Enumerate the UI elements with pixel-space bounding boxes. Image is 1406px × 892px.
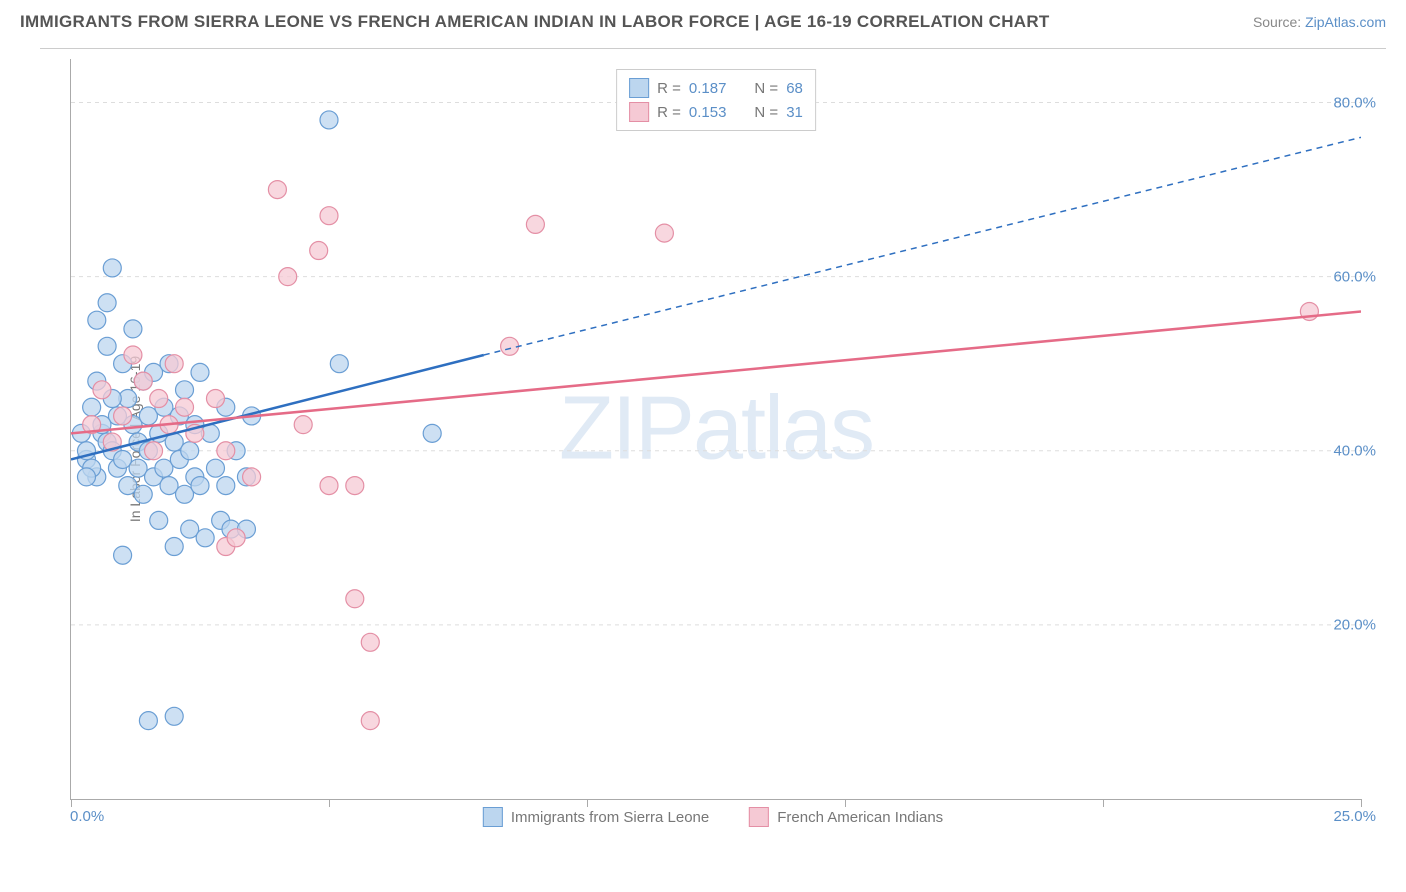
- legend-item-1: Immigrants from Sierra Leone: [483, 807, 709, 827]
- x-tick-label: 0.0%: [70, 808, 104, 825]
- x-tick: [71, 799, 72, 807]
- r-value-2: 0.153: [689, 104, 727, 121]
- legend-swatch-blue: [629, 78, 649, 98]
- x-tick: [1103, 799, 1104, 807]
- source-attribution: Source: ZipAtlas.com: [1253, 14, 1386, 30]
- source-prefix: Source:: [1253, 14, 1305, 30]
- x-tick: [1361, 799, 1362, 807]
- legend-label-1: Immigrants from Sierra Leone: [511, 809, 709, 826]
- legend-swatch-pink: [629, 102, 649, 122]
- x-tick: [587, 799, 588, 807]
- n-value-1: 68: [786, 80, 803, 97]
- legend-series: Immigrants from Sierra Leone French Amer…: [483, 807, 943, 827]
- x-tick: [845, 799, 846, 807]
- y-tick-label: 40.0%: [1333, 442, 1376, 459]
- n-label: N =: [754, 104, 778, 121]
- header: IMMIGRANTS FROM SIERRA LEONE VS FRENCH A…: [0, 0, 1406, 40]
- plot-svg: [71, 59, 1361, 799]
- x-tick-label: 25.0%: [1333, 808, 1376, 825]
- chart-container: In Labor Force | Age 16-19 ZIPatlas R = …: [40, 48, 1386, 829]
- r-value-1: 0.187: [689, 80, 727, 97]
- legend-stats-row-2: R = 0.153 N = 31: [629, 100, 803, 124]
- n-value-2: 31: [786, 104, 803, 121]
- legend-stats-row-1: R = 0.187 N = 68: [629, 76, 803, 100]
- legend-swatch-pink: [749, 807, 769, 827]
- legend-stats: R = 0.187 N = 68 R = 0.153 N = 31: [616, 69, 816, 131]
- y-tick-label: 80.0%: [1333, 94, 1376, 111]
- watermark: ZIPatlas: [559, 378, 873, 481]
- n-label: N =: [754, 80, 778, 97]
- y-tick-label: 60.0%: [1333, 268, 1376, 285]
- legend-swatch-blue: [483, 807, 503, 827]
- legend-item-2: French American Indians: [749, 807, 943, 827]
- chart-title: IMMIGRANTS FROM SIERRA LEONE VS FRENCH A…: [20, 12, 1050, 32]
- r-label: R =: [657, 104, 681, 121]
- y-tick-label: 20.0%: [1333, 616, 1376, 633]
- x-tick: [329, 799, 330, 807]
- r-label: R =: [657, 80, 681, 97]
- source-link[interactable]: ZipAtlas.com: [1305, 14, 1386, 30]
- plot-area: ZIPatlas R = 0.187 N = 68 R = 0.153 N = …: [70, 59, 1361, 800]
- legend-label-2: French American Indians: [777, 809, 943, 826]
